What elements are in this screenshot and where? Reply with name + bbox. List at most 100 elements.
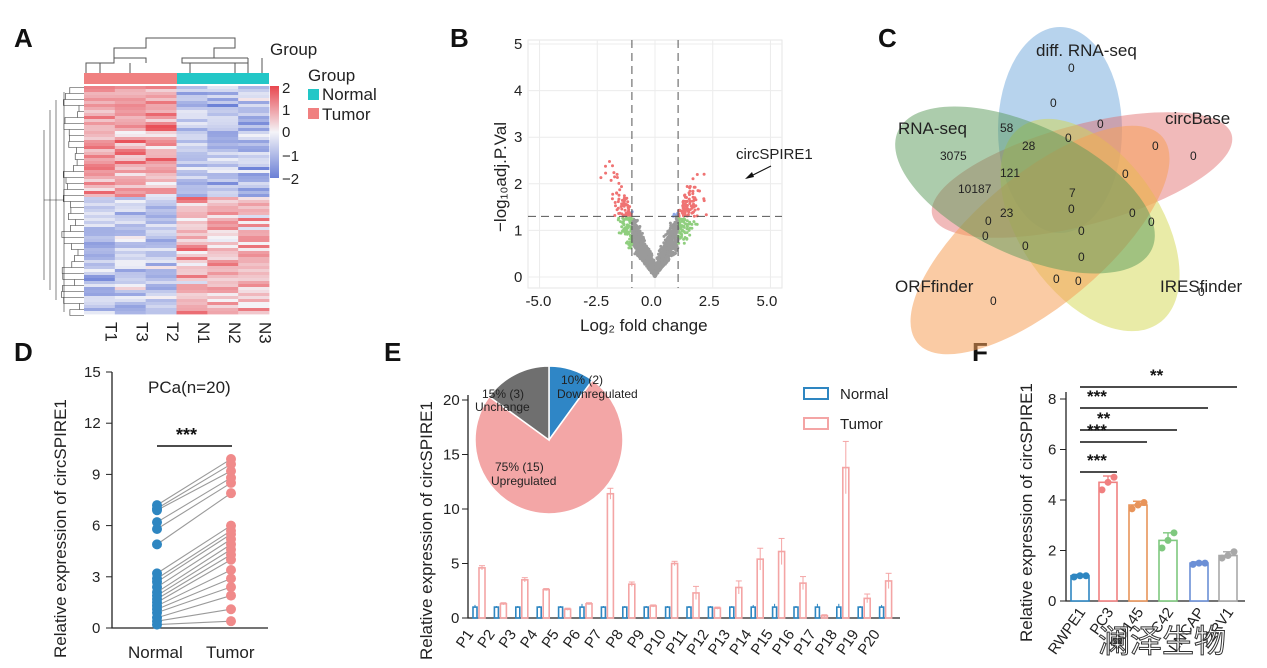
volcano-point: [617, 181, 621, 185]
volcano-point: [646, 250, 649, 254]
data-point: [1170, 529, 1178, 537]
group-bar-tumor: [84, 73, 177, 84]
heatmap-column-labels: T1 T3 T2 N1 N2 N3: [101, 322, 274, 344]
heatmap-cell: [84, 152, 116, 156]
heatmap-cell: [207, 254, 239, 258]
heatmap-cell: [207, 89, 239, 93]
heatmap-cell: [114, 179, 147, 183]
heatmap-cell: [114, 284, 147, 288]
y-tick-label: 3: [92, 569, 100, 586]
heatmap-cell: [176, 161, 208, 165]
volcano-point: [683, 208, 687, 212]
data-point: [1140, 499, 1148, 507]
volcano-point: [622, 218, 626, 222]
pair-line: [156, 577, 232, 610]
heatmap-cell: [114, 191, 147, 195]
heatmap-cell: [238, 110, 270, 114]
heatmap-cell: [238, 299, 270, 303]
heatmap-cell: [176, 221, 208, 225]
heatmap-cell: [114, 227, 147, 231]
y-axis-label: Relative expression of circSPIRE1: [1017, 383, 1036, 642]
heatmap-cell: [207, 173, 239, 177]
heatmap-cell: [176, 128, 208, 132]
heatmap-cell: [176, 284, 208, 288]
volcano-point: [623, 230, 627, 234]
volcano-point: [695, 222, 699, 226]
heatmap-cell: [238, 164, 270, 168]
significance-brackets: *************: [1080, 366, 1237, 473]
pair-line: [156, 569, 232, 607]
scale-tick: 1: [282, 102, 290, 119]
pair-line: [156, 620, 232, 626]
volcano-point: [608, 160, 611, 163]
volcano-point: [688, 193, 691, 197]
heatmap-cell: [207, 266, 239, 270]
normal-bar: [750, 606, 757, 619]
heatmap-cell: [114, 92, 147, 96]
plot-title: PCa(n=20): [148, 378, 231, 397]
heatmap-cell: [84, 275, 116, 279]
heatmap-cell: [207, 296, 239, 300]
volcano-point: [673, 245, 677, 249]
heatmap-cell: [176, 251, 208, 255]
x-axis-label: Log₂ fold change: [580, 316, 708, 335]
scale-tick: −2: [282, 171, 299, 188]
heatmap-cell: [238, 221, 270, 225]
volcano-point: [619, 205, 623, 208]
heatmap-cell: [207, 179, 239, 183]
volcano-point: [625, 217, 629, 220]
heatmap-cell: [145, 104, 177, 108]
heatmap-cell: [238, 242, 270, 246]
y-tick-label: 0: [514, 269, 522, 286]
heatmap-column-label: T2: [163, 322, 182, 342]
heatmap-cell: [207, 101, 239, 105]
heatmap-cell: [207, 98, 239, 102]
heatmap-cell: [114, 224, 147, 228]
heatmap-cell: [176, 107, 208, 111]
volcano-point: [682, 241, 686, 245]
pair-line: [156, 608, 232, 622]
heatmap-cell: [238, 308, 270, 312]
heatmap-cell: [84, 98, 116, 102]
heatmap-cell: [176, 104, 208, 108]
heatmap-cell: [114, 296, 147, 300]
volcano-point: [688, 226, 692, 230]
tumor-bar: [520, 579, 529, 619]
volcano-point: [675, 249, 678, 252]
heatmap-cell: [238, 257, 270, 261]
x-categories: P1P2P3P4P5P6P7P8P9P10P11P12P13P14P15P16P…: [453, 627, 884, 659]
heatmap-cell: [176, 245, 208, 249]
heatmap-cell: [84, 107, 116, 111]
volcano-point: [659, 244, 663, 248]
heatmap-cell: [114, 86, 147, 90]
heatmap-cell: [176, 185, 208, 189]
y-tick-label: 2: [1048, 543, 1056, 560]
heatmap-cell: [145, 287, 177, 291]
heatmap-cell: [145, 137, 177, 141]
volcano-point: [626, 230, 630, 234]
volcano-point: [643, 253, 647, 257]
volcano-point: [695, 173, 699, 176]
heatmap-cell: [84, 218, 116, 222]
x-category: P6: [560, 627, 584, 652]
heatmap-cell: [238, 182, 270, 186]
volcano-point: [688, 189, 692, 193]
heatmap-cell: [238, 173, 270, 177]
normal-bar: [771, 606, 778, 619]
heatmap-cell: [176, 212, 208, 216]
heatmap-cell: [207, 263, 239, 267]
heatmap-cell: [114, 266, 147, 270]
volcano-point: [633, 231, 637, 235]
volcano-point: [642, 257, 646, 260]
heatmap-cell: [145, 296, 177, 300]
heatmap-cell: [114, 122, 147, 126]
volcano-point: [666, 229, 670, 233]
heatmap-cell: [176, 95, 208, 99]
heatmap-cell: [238, 98, 270, 102]
heatmap-cell: [145, 98, 177, 102]
heatmap-cell: [114, 167, 147, 171]
heatmap-cell: [145, 212, 177, 216]
heatmap-cell: [145, 140, 177, 144]
heatmap-cell: [238, 146, 270, 150]
heatmap-column-label: N2: [225, 322, 244, 344]
